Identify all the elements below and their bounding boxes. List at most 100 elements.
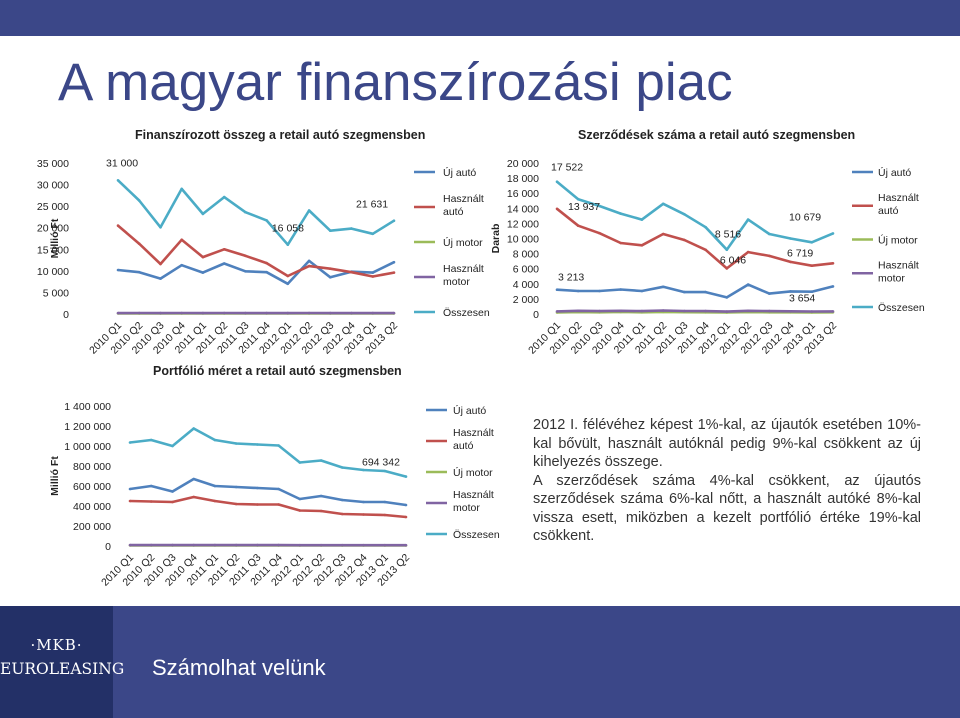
summary-paragraph-1: 2012 I. félévéhez képest 1%-kal, az újau… [533, 417, 921, 470]
data-point [768, 254, 771, 258]
data-point [192, 477, 195, 481]
y-axis-label: Millió Ft [49, 218, 61, 258]
data-point [244, 270, 247, 273]
data-point [244, 210, 247, 214]
data-point [234, 442, 238, 445]
data-point [683, 213, 686, 216]
data-point [619, 288, 622, 291]
legend-label: Összesen [443, 307, 490, 319]
data-point [704, 290, 707, 294]
y-tick-label: 1 000 000 [64, 441, 111, 453]
mkb-euroleasing-logo: ·MKB· EUROLEASING [0, 606, 124, 718]
data-point [683, 238, 686, 242]
legend-label: Használt [453, 427, 494, 439]
legend-label: autó [878, 205, 899, 217]
summary-paragraph-2: A szerződések száma 4%-kal csökkent, az … [533, 472, 921, 545]
data-point [810, 241, 814, 244]
logo-top-text: ·MKB· [30, 636, 83, 654]
series-line-1 [129, 495, 407, 519]
data-point [329, 229, 332, 232]
data-label: 8 516 [715, 229, 741, 241]
data-point [265, 311, 268, 315]
data-point [137, 199, 141, 202]
data-point [810, 310, 814, 313]
data-point [171, 490, 174, 493]
data-label: 13 937 [568, 201, 600, 213]
data-point [704, 248, 707, 252]
data-label: 31 000 [106, 157, 138, 169]
series-line-0 [129, 477, 407, 507]
data-point [192, 543, 195, 547]
data-point [725, 267, 729, 270]
legend-label: Használt [453, 489, 494, 501]
data-point [392, 219, 396, 222]
data-point [576, 289, 580, 293]
data-point [256, 443, 259, 446]
data-point [789, 310, 792, 313]
legend-label: Új autó [453, 404, 486, 417]
data-point [329, 276, 332, 279]
legend-label: autó [453, 440, 474, 452]
data-point [244, 311, 247, 315]
data-point [298, 509, 302, 512]
data-point [319, 543, 323, 547]
data-point [661, 309, 665, 312]
y-tick-label: 16 000 [507, 188, 539, 200]
data-point [298, 497, 302, 501]
data-point [159, 262, 162, 266]
data-point [116, 179, 120, 182]
data-point [746, 250, 750, 254]
data-point [128, 487, 132, 491]
y-tick-label: 400 000 [73, 501, 111, 513]
data-point [341, 498, 344, 502]
data-point [350, 270, 353, 274]
legend-label: Használt [443, 193, 484, 205]
data-point [286, 311, 290, 315]
chart2-title: Szerződések száma a retail autó szegmens… [578, 128, 856, 142]
data-point [619, 212, 622, 215]
y-tick-label: 25 000 [37, 201, 69, 213]
data-point [661, 202, 665, 206]
data-point [319, 494, 323, 498]
data-point [149, 438, 153, 442]
data-point [576, 224, 580, 227]
y-tick-label: 2 000 [513, 294, 539, 306]
data-point [598, 309, 601, 313]
data-point [392, 311, 396, 315]
data-point [831, 262, 835, 265]
data-point [319, 509, 323, 513]
data-point [619, 309, 622, 313]
data-point [277, 543, 280, 547]
data-point [116, 268, 120, 272]
data-point [116, 224, 120, 227]
charts-canvas: 0 5 000 10 000 15 000 20 000 25 000 30 000 35 0… [37, 157, 925, 588]
data-point [576, 309, 580, 313]
data-point [213, 543, 217, 547]
y-tick-label: 6 000 [513, 264, 539, 276]
data-point [598, 204, 601, 208]
data-point [298, 543, 302, 547]
data-label: 6 046 [720, 254, 746, 266]
data-point [201, 271, 205, 274]
data-point [789, 290, 792, 293]
data-point [341, 512, 344, 516]
data-point [171, 543, 174, 547]
data-point [149, 484, 153, 488]
data-label: 6 719 [787, 247, 813, 259]
data-point [704, 309, 707, 313]
y-tick-label: 12 000 [507, 218, 539, 230]
data-point [392, 271, 396, 274]
data-point [201, 212, 205, 216]
data-point [350, 227, 353, 230]
legend-label: Új motor [443, 236, 483, 249]
data-point [213, 484, 217, 488]
data-point [256, 543, 259, 547]
chart-amount: 0 5 000 10 000 15 000 20 000 25 000 30 000 35 0… [37, 157, 490, 356]
data-point [298, 461, 302, 464]
data-point [277, 503, 280, 506]
data-point [159, 226, 162, 229]
data-point [746, 283, 750, 286]
data-point [789, 237, 792, 240]
data-point [404, 515, 408, 519]
data-point [768, 232, 771, 236]
